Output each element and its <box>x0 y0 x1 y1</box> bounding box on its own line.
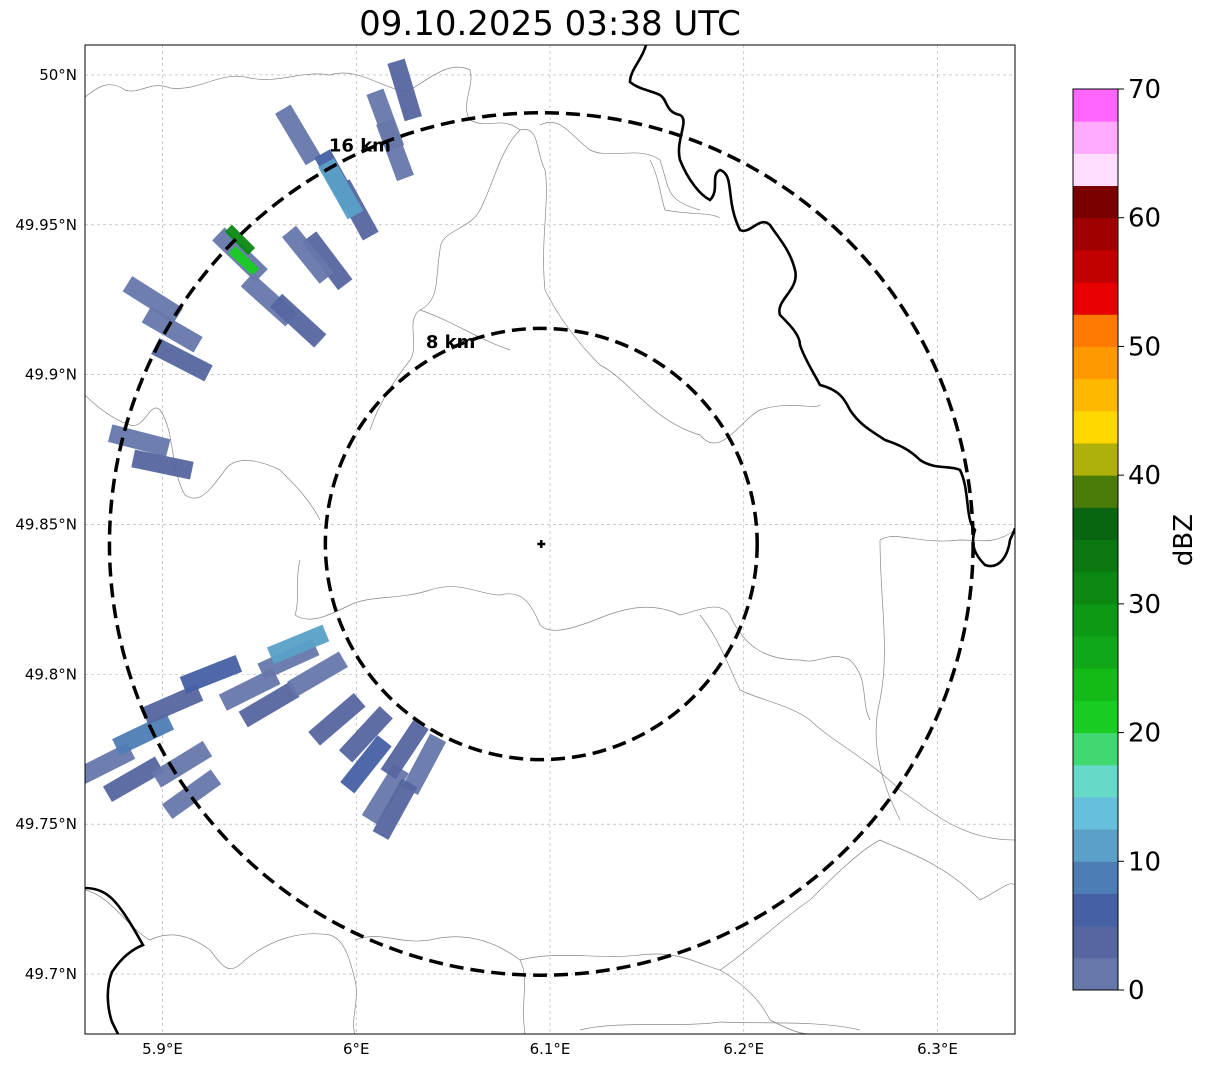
colorbar-tick-label: 50 <box>1128 332 1161 362</box>
echo-cell <box>107 424 171 457</box>
colorbar-segment <box>1073 764 1118 798</box>
colorbar-segment <box>1073 475 1118 508</box>
echo-cell <box>238 681 300 728</box>
colorbar-segment <box>1073 121 1118 154</box>
colorbar-tick-label: 0 <box>1128 976 1145 1006</box>
echo-cell <box>402 733 447 795</box>
echo-cell <box>376 118 414 182</box>
colorbar-tick-label: 60 <box>1128 204 1161 234</box>
lon-tick-label: 5.9°E <box>142 1040 183 1058</box>
colorbar-segment <box>1073 796 1118 830</box>
radar-site-marker <box>537 539 546 548</box>
lat-tick-label: 49.85°N <box>15 516 77 534</box>
colorbar-segment <box>1073 957 1118 991</box>
echo-cell <box>301 231 353 291</box>
colorbar-tick-label: 20 <box>1128 719 1161 749</box>
echo-cell <box>287 651 348 698</box>
range-ring <box>107 111 975 977</box>
colorbar-segment <box>1073 636 1118 669</box>
colorbar-segment <box>1073 249 1118 283</box>
colorbar-segment <box>1073 89 1118 122</box>
national-border <box>85 45 1015 1034</box>
colorbar-tick-label: 70 <box>1128 75 1161 105</box>
lat-tick-label: 49.95°N <box>15 216 77 234</box>
lon-tick-label: 6°E <box>343 1040 370 1058</box>
colorbar-segment <box>1073 539 1118 573</box>
colorbar-segment <box>1073 507 1118 540</box>
echo-cell <box>151 740 213 788</box>
colorbar-segment <box>1073 442 1118 476</box>
longitude-axis: 5.9°E 6°E 6.1°E 6.2°E 6.3°E <box>142 1040 958 1058</box>
range-ring <box>323 326 759 762</box>
colorbar-segment <box>1073 829 1118 862</box>
echo-cell <box>131 449 194 480</box>
echo-cell <box>281 225 334 284</box>
echo-cell <box>275 104 322 166</box>
range-rings: 8 km 16 km <box>107 111 975 977</box>
echo-cell <box>372 778 418 840</box>
colorbar-segment <box>1073 314 1118 347</box>
colorbar-tick-label: 10 <box>1128 847 1161 877</box>
admin-boundaries <box>85 66 1015 1034</box>
echo-cell <box>340 735 392 794</box>
lat-tick-label: 49.75°N <box>15 815 77 833</box>
range-ring-label: 8 km <box>426 332 476 353</box>
lat-tick-label: 49.7°N <box>25 965 77 983</box>
colorbar-segment <box>1073 346 1118 380</box>
map-title: 09.10.2025 03:38 UTC <box>359 4 741 44</box>
colorbar-segment <box>1073 893 1118 927</box>
echo-cell <box>122 276 184 324</box>
gridlines <box>85 45 1015 1034</box>
echo-cell <box>112 713 175 756</box>
echo-cell <box>102 756 164 803</box>
colorbar-segment <box>1073 185 1118 219</box>
echo-cell <box>380 719 429 780</box>
echo-cell <box>387 58 422 122</box>
echo-cell <box>161 769 222 820</box>
colorbar-segment <box>1073 410 1118 444</box>
colorbar-segment <box>1073 217 1118 251</box>
echo-cell <box>361 764 409 825</box>
colorbar-tick-label: 30 <box>1128 590 1161 620</box>
radar-echoes <box>85 58 447 840</box>
colorbar-tick-label: 40 <box>1128 461 1161 491</box>
lat-tick-label: 49.9°N <box>25 366 77 384</box>
echo-cell <box>308 692 366 746</box>
range-ring-label: 16 km <box>329 136 391 157</box>
colorbar-segment <box>1073 732 1118 766</box>
lon-tick-label: 6.3°E <box>917 1040 958 1058</box>
colorbar-segment <box>1073 700 1118 734</box>
lat-tick-label: 50°N <box>39 66 77 84</box>
plot-frame <box>84 44 1016 1035</box>
echo-cell <box>318 158 364 220</box>
colorbar-segment <box>1073 603 1118 637</box>
colorbar-segment <box>1073 571 1118 605</box>
echo-cell <box>266 624 330 665</box>
colorbar-segment <box>1073 668 1118 701</box>
lon-tick-label: 6.2°E <box>723 1040 764 1058</box>
echo-cell <box>224 224 256 256</box>
echo-cell <box>269 293 327 348</box>
echo-cell <box>228 245 260 276</box>
colorbar-segment <box>1073 378 1118 412</box>
colorbar-label: dBZ <box>1169 514 1199 566</box>
colorbar-segment <box>1073 153 1118 187</box>
colorbar-segments <box>1073 89 1118 991</box>
echo-cell <box>151 337 213 382</box>
echo-cell <box>141 684 204 725</box>
latitude-axis: 50°N 49.95°N 49.9°N 49.85°N 49.8°N 49.75°N 49.… <box>15 66 77 983</box>
echo-cell <box>141 306 203 353</box>
echo-cell <box>338 706 393 763</box>
colorbar-frame <box>1072 88 1119 991</box>
colorbar-segment <box>1073 282 1118 315</box>
lat-tick-label: 49.8°N <box>25 665 77 683</box>
lon-tick-label: 6.1°E <box>530 1040 571 1058</box>
echo-cell <box>179 654 243 694</box>
colorbar: 0 10 20 30 40 50 60 70 dBZ <box>1072 75 1199 1006</box>
colorbar-segment <box>1073 925 1118 959</box>
colorbar-segment <box>1073 861 1118 894</box>
colorbar-ticks: 0 10 20 30 40 50 60 70 <box>1118 75 1161 1006</box>
